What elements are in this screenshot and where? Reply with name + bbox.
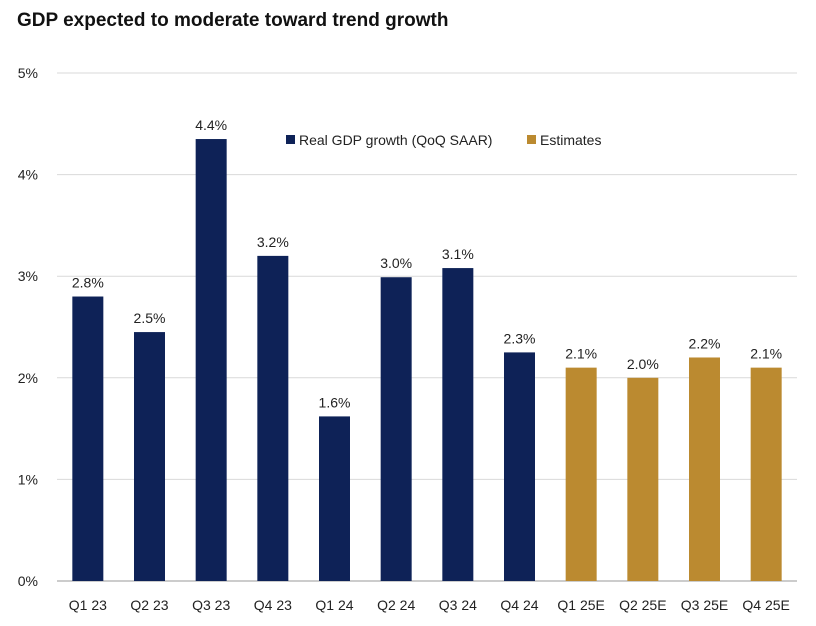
x-tick-label: Q3 25E (681, 597, 728, 613)
chart-title: GDP expected to moderate toward trend gr… (17, 10, 449, 31)
bar (380, 277, 412, 581)
bar (257, 255, 289, 581)
bars (72, 139, 782, 582)
data-label: 2.8% (72, 275, 104, 291)
legend-label: Estimates (540, 132, 601, 148)
data-label: 2.1% (750, 346, 782, 362)
x-tick-label: Q4 23 (254, 597, 292, 613)
bar (750, 367, 782, 581)
x-tick-label: Q2 25E (619, 597, 666, 613)
bar (565, 367, 597, 581)
y-axis-tick-labels: 0% 1% 2% 3% 4% 5% (18, 65, 38, 589)
data-label: 1.6% (319, 394, 351, 410)
x-tick-label: Q3 23 (192, 597, 230, 613)
data-label: 2.3% (504, 330, 536, 346)
data-label: 2.1% (565, 346, 597, 362)
bar (504, 352, 535, 581)
x-tick-label: Q1 23 (69, 597, 107, 613)
y-tick-label: 1% (18, 471, 38, 487)
data-label: 3.1% (442, 246, 474, 262)
x-tick-label: Q2 23 (130, 597, 168, 613)
data-label: 2.2% (689, 335, 721, 351)
data-label: 2.5% (134, 310, 166, 326)
legend: Real GDP growth (QoQ SAAR) Estimates (286, 132, 601, 148)
y-tick-label: 2% (18, 370, 38, 386)
data-label: 3.2% (257, 234, 289, 250)
legend-swatch (286, 135, 295, 144)
x-tick-label: Q4 24 (500, 597, 538, 613)
x-tick-label: Q1 24 (315, 597, 353, 613)
data-label: 3.0% (380, 255, 412, 271)
bar (134, 332, 165, 581)
data-label: 2.0% (627, 356, 659, 372)
legend-label: Real GDP growth (QoQ SAAR) (299, 132, 492, 148)
x-axis-tick-labels: Q1 23 Q2 23 Q3 23 Q4 23 Q1 24 Q2 24 Q3 24 Q4 24… (69, 597, 790, 613)
gridlines (57, 72, 797, 582)
x-tick-label: Q4 25E (742, 597, 789, 613)
bar (195, 139, 227, 582)
bar (627, 377, 659, 581)
y-tick-label: 3% (18, 268, 38, 284)
bar (689, 357, 720, 581)
data-label: 4.4% (195, 117, 227, 133)
bar (72, 296, 104, 581)
x-tick-label: Q2 24 (377, 597, 415, 613)
legend-swatch (527, 135, 536, 144)
x-tick-label: Q1 25E (557, 597, 604, 613)
bar (319, 416, 350, 581)
y-tick-label: 5% (18, 65, 38, 81)
y-tick-label: 0% (18, 573, 38, 589)
data-labels: 2.8% 2.5% 4.4% 3.2% 1.6% 3.0% 3.1% 2.3% 2.1% 2.0%… (72, 117, 782, 410)
bar (442, 268, 474, 581)
x-tick-label: Q3 24 (439, 597, 477, 613)
y-tick-label: 4% (18, 167, 38, 183)
